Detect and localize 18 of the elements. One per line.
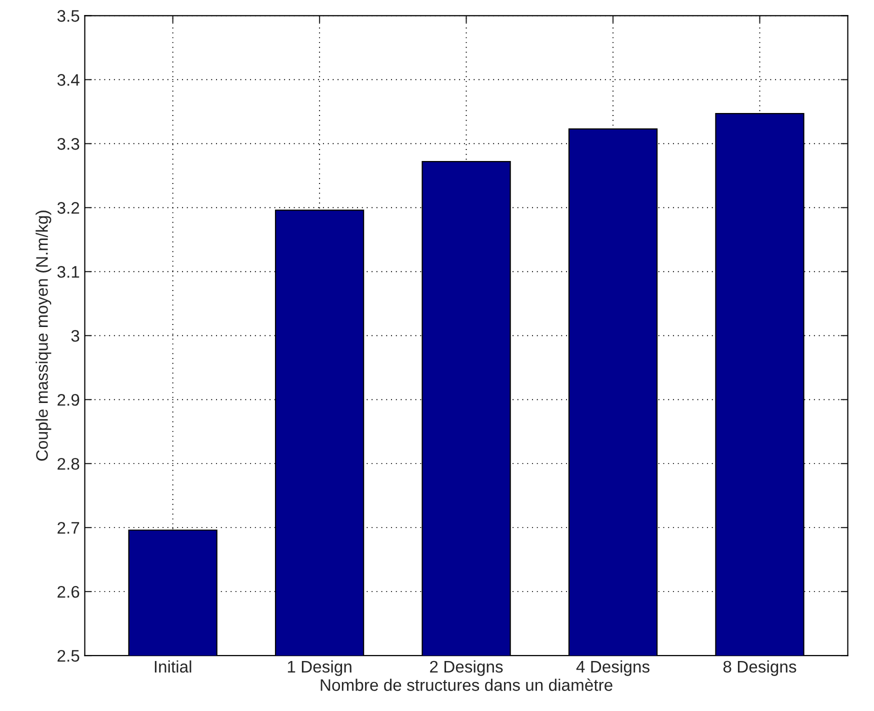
y-tick-label: 2.7 xyxy=(58,522,80,534)
y-tick-label: 3.2 xyxy=(57,202,80,214)
y-axis-title: Couple massique moyen (N.m/kg) xyxy=(36,210,52,461)
x-tick-label: 2 Designs xyxy=(430,660,503,676)
y-tick-label: 3.5 xyxy=(57,10,80,22)
y-tick-label: 2.9 xyxy=(58,394,80,406)
y-tick-label: 3.4 xyxy=(57,74,80,86)
y-tick-label: 3 xyxy=(71,330,80,342)
y-tick-label: 3.3 xyxy=(57,138,80,150)
y-tick-label: 2.5 xyxy=(58,650,80,662)
y-tick-label: 2.8 xyxy=(58,458,80,470)
x-tick-label: 1 Design xyxy=(288,660,352,676)
y-tick-label: 2.6 xyxy=(58,586,80,598)
x-tick-label: 8 Designs xyxy=(723,660,796,676)
x-tick-label: 4 Designs xyxy=(576,660,650,676)
x-tick-label: Initial xyxy=(154,660,192,673)
y-tick-label: 3.1 xyxy=(57,266,80,278)
x-axis-title: Nombre de structures dans un diamètre xyxy=(320,678,612,691)
